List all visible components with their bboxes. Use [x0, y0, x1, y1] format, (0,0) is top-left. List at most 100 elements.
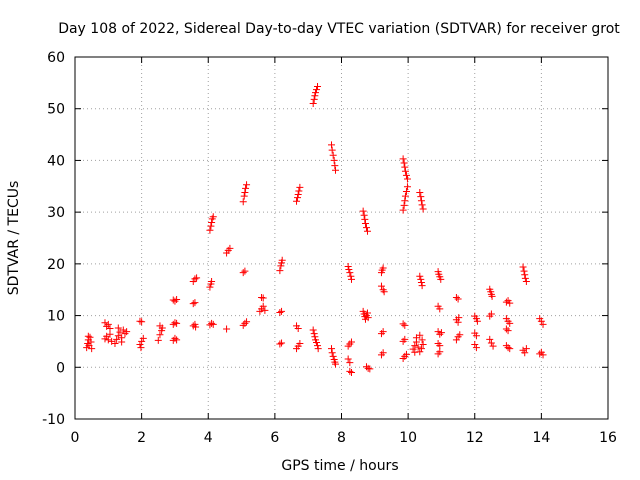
data-point	[416, 331, 424, 339]
data-point	[193, 274, 201, 282]
data-point	[310, 95, 318, 103]
data-point	[261, 306, 269, 314]
data-point	[259, 302, 267, 310]
data-point	[489, 342, 497, 350]
data-point	[418, 336, 426, 344]
data-point	[106, 330, 114, 338]
data-point	[313, 86, 321, 94]
data-point	[118, 338, 126, 346]
data-point	[139, 334, 147, 342]
data-point	[171, 319, 179, 327]
data-point	[332, 166, 340, 174]
data-point	[226, 244, 234, 252]
data-point	[310, 330, 318, 338]
data-point	[278, 256, 286, 264]
data-point	[154, 336, 162, 344]
data-point	[309, 326, 317, 334]
data-point	[454, 318, 462, 326]
data-point	[359, 207, 367, 215]
data-point	[328, 141, 336, 149]
data-point	[364, 314, 372, 322]
data-point	[377, 282, 385, 290]
data-point	[399, 320, 407, 328]
data-point	[401, 197, 409, 205]
data-point	[137, 344, 145, 352]
data-point	[346, 359, 354, 367]
data-point	[416, 348, 424, 356]
data-point	[379, 264, 387, 272]
data-point	[87, 338, 95, 346]
data-point	[416, 272, 424, 280]
data-point	[363, 309, 371, 317]
data-point	[328, 349, 336, 357]
data-point	[364, 364, 372, 372]
data-point	[239, 198, 247, 206]
data-point	[418, 282, 426, 290]
data-point	[296, 339, 304, 347]
data-points	[83, 82, 547, 376]
data-point	[138, 337, 146, 345]
data-point	[452, 293, 460, 301]
data-point	[400, 201, 408, 209]
data-point	[104, 336, 112, 344]
data-point	[136, 341, 144, 349]
data-point	[402, 350, 410, 358]
data-point	[409, 345, 417, 353]
data-point	[101, 319, 109, 327]
data-point	[191, 299, 199, 307]
x-tick-label: 14	[532, 430, 550, 446]
data-point	[240, 192, 248, 200]
data-point	[123, 328, 131, 336]
x-tick-label: 16	[599, 430, 617, 446]
x-tick-label: 2	[137, 430, 146, 446]
data-point	[119, 326, 127, 334]
data-point	[360, 211, 368, 219]
data-point	[296, 183, 304, 191]
x-tick-label: 12	[466, 430, 484, 446]
data-point	[258, 293, 266, 301]
data-point	[520, 267, 528, 275]
data-point	[206, 283, 214, 291]
y-axis-label: SDTVAR / TECUs	[6, 181, 22, 296]
data-point	[414, 343, 422, 351]
data-point	[346, 367, 354, 375]
x-tick-label: 8	[337, 430, 346, 446]
data-point	[417, 275, 425, 283]
data-point	[113, 335, 121, 343]
data-point	[312, 89, 320, 97]
y-tick-label: 20	[47, 257, 65, 273]
data-point	[314, 342, 322, 350]
data-point	[314, 82, 322, 90]
data-point	[294, 325, 302, 332]
y-tick-label: 60	[47, 50, 65, 66]
data-point	[344, 262, 352, 270]
data-point	[362, 224, 370, 232]
data-point	[456, 331, 464, 339]
data-point	[417, 345, 425, 353]
data-point	[206, 321, 214, 329]
x-tick-label: 6	[270, 430, 279, 446]
data-point	[276, 340, 284, 348]
data-point	[156, 331, 164, 339]
y-tick-label: 0	[56, 360, 65, 376]
data-point	[537, 317, 545, 325]
data-point	[399, 155, 407, 163]
data-point	[506, 299, 514, 307]
data-point	[208, 218, 216, 226]
y-tick-label: 10	[47, 309, 65, 325]
y-tick-label: 50	[47, 102, 65, 118]
data-point	[487, 310, 495, 318]
data-point	[243, 318, 251, 326]
data-point	[411, 342, 419, 350]
data-point	[417, 193, 425, 201]
data-point	[208, 277, 216, 285]
x-tick-label: 4	[204, 430, 213, 446]
data-point	[311, 92, 319, 100]
data-point	[295, 187, 303, 195]
data-point	[192, 323, 200, 331]
data-point	[344, 355, 352, 363]
data-point	[436, 305, 444, 313]
data-point	[277, 262, 285, 270]
data-point	[361, 220, 369, 228]
data-point	[241, 319, 249, 327]
